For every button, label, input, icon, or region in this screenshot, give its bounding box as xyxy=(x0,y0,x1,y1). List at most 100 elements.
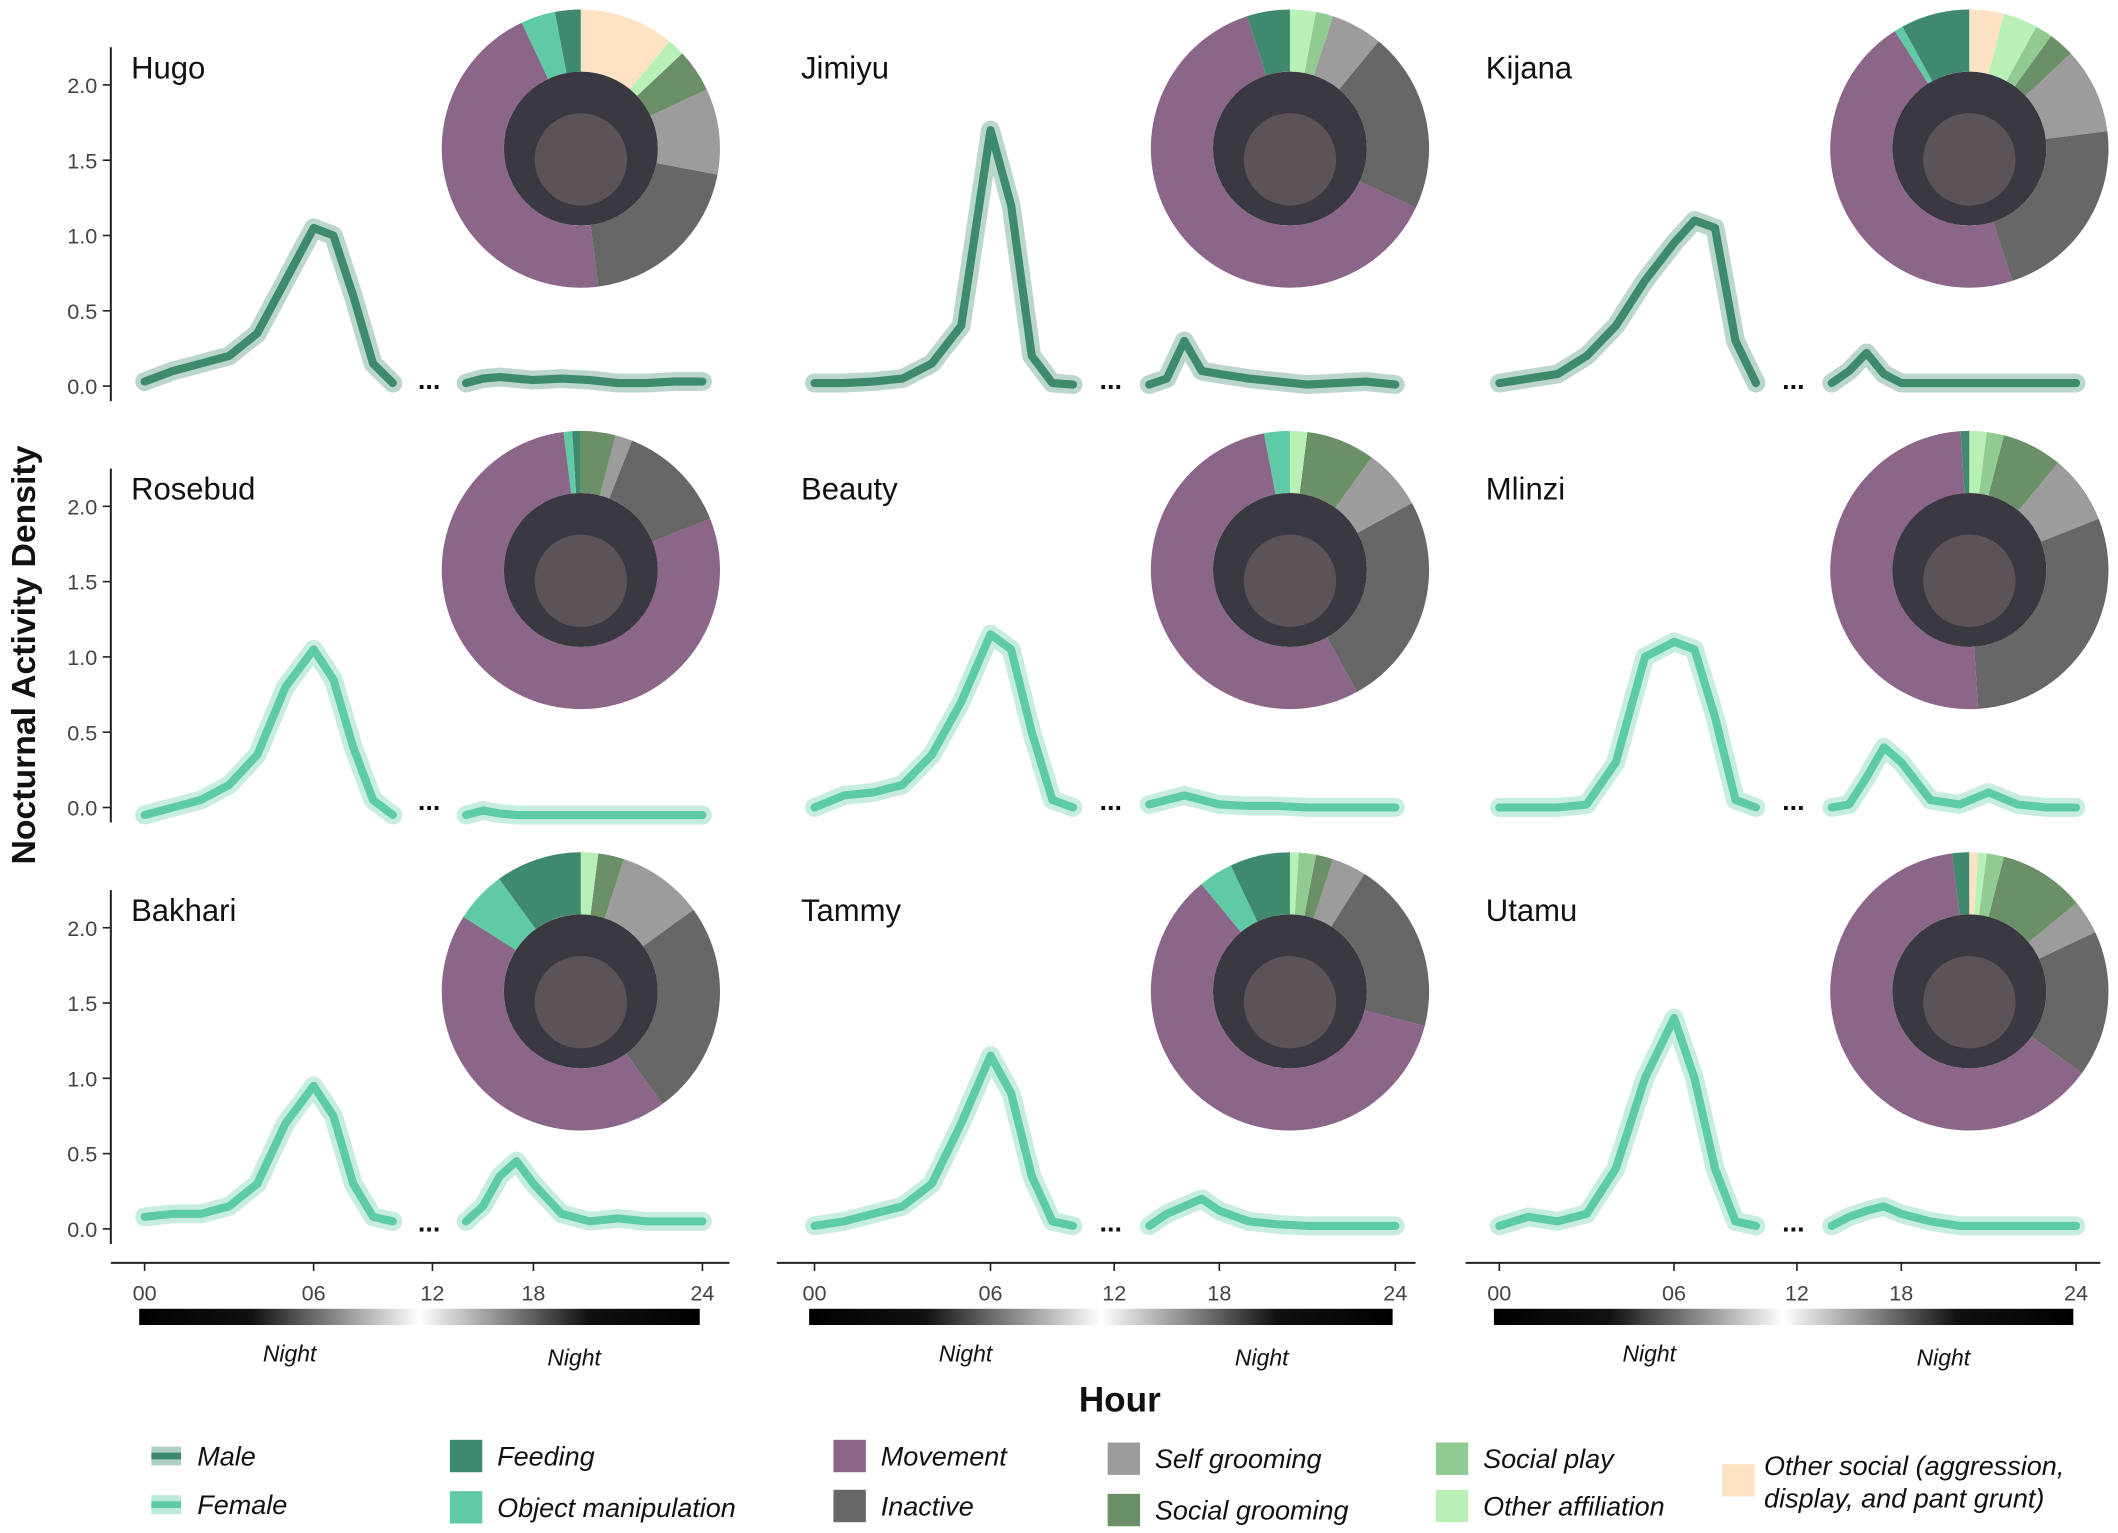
density-line xyxy=(1495,1014,2081,1230)
portrait-face xyxy=(1923,113,2016,206)
legend-label: Inactive xyxy=(881,1491,974,1521)
donut-segment xyxy=(1150,433,1357,710)
legend-swatch xyxy=(1435,1489,1469,1523)
density-line xyxy=(140,223,707,388)
donut-segment xyxy=(572,430,581,494)
density-line xyxy=(140,645,707,820)
panel-title: Rosebud xyxy=(131,472,255,507)
axis-break: ... xyxy=(418,786,441,816)
x-tick-label: 24 xyxy=(2064,1281,2088,1306)
donut-segment xyxy=(1313,16,1379,90)
donut-segment xyxy=(1974,852,1987,916)
donut-segment xyxy=(554,9,581,73)
donut-segment xyxy=(463,878,536,951)
donut-segment xyxy=(580,9,670,90)
portrait-face xyxy=(1243,534,1337,627)
night-bar xyxy=(809,1308,1393,1325)
donut-segment xyxy=(441,916,663,1131)
donut-segment xyxy=(1263,430,1290,495)
donut-segment xyxy=(629,41,683,96)
x-tick-label: 12 xyxy=(1102,1281,1126,1306)
axis-break: ... xyxy=(1099,786,1122,816)
y-tick-label: 0.5 xyxy=(67,720,97,745)
donut-segment xyxy=(441,431,720,710)
y-tick-label: 0.0 xyxy=(67,374,97,399)
donut-segment xyxy=(600,435,633,499)
donut-segment xyxy=(1331,873,1430,1026)
donut-segment xyxy=(1304,854,1333,919)
donut-segment xyxy=(521,11,567,79)
legend-label: Feeding xyxy=(497,1441,595,1471)
night-label: Night xyxy=(1917,1345,1972,1371)
donut-segment xyxy=(1978,853,2004,917)
donut-segment xyxy=(1246,9,1290,76)
x-axis-label: Hour xyxy=(1079,1380,1161,1419)
x-tick-label: 12 xyxy=(1785,1281,1809,1306)
donut-segment xyxy=(1951,852,1970,916)
panel-title: Hugo xyxy=(131,50,205,85)
donut-segment xyxy=(1230,852,1290,922)
axis-break: ... xyxy=(418,1208,441,1238)
donut-segment xyxy=(609,440,711,542)
donut-segment xyxy=(1969,852,1979,915)
donut-segment xyxy=(1830,431,1979,710)
donut-segment xyxy=(2014,36,2071,96)
legend-label: Social grooming xyxy=(1155,1495,1349,1525)
donut-segment xyxy=(1988,435,2059,511)
donut-segment xyxy=(499,852,581,930)
donut-segment xyxy=(590,162,718,287)
legend-swatch xyxy=(1107,1493,1141,1527)
legend-label: Self grooming xyxy=(1155,1444,1322,1474)
y-tick-label: 2.0 xyxy=(67,494,97,519)
density-line xyxy=(810,1051,1400,1230)
donut-segment xyxy=(1289,9,1317,73)
y-tick-label: 0.0 xyxy=(67,1217,97,1242)
axis-break: ... xyxy=(1782,786,1805,816)
legend-label: Other affiliation xyxy=(1483,1491,1665,1521)
donut-segment xyxy=(1335,457,1412,533)
donut-segment xyxy=(650,89,720,175)
legend-label: Social play xyxy=(1483,1444,1615,1474)
density-line xyxy=(810,126,1400,389)
y-tick-label: 2.0 xyxy=(67,73,97,98)
x-tick-label: 12 xyxy=(420,1281,444,1306)
donut-segment xyxy=(1289,430,1308,494)
donut-segment xyxy=(580,852,599,916)
legend-label: Movement xyxy=(881,1441,1009,1471)
donut-segment xyxy=(1993,131,2109,281)
donut-segment xyxy=(1201,865,1258,933)
y-tick-label: 1.0 xyxy=(67,1066,97,1091)
panel-title: Tammy xyxy=(801,893,902,928)
portrait-face xyxy=(534,955,628,1049)
donut-segment xyxy=(563,431,577,494)
axis-break: ... xyxy=(1782,365,1805,395)
density-line xyxy=(810,630,1400,812)
x-tick-label: 06 xyxy=(1662,1281,1686,1306)
legend-label: Male xyxy=(197,1441,256,1471)
donut-segment xyxy=(1902,9,1970,82)
legend-swatch xyxy=(449,1439,483,1473)
donut-segment xyxy=(1313,859,1365,927)
portrait-face xyxy=(1243,955,1337,1049)
donut-segment xyxy=(580,430,616,496)
legend-label: Other social (aggression, display, and p… xyxy=(1764,1451,2065,1515)
donut-segment xyxy=(1960,430,1970,494)
night-label: Night xyxy=(547,1345,602,1371)
night-label: Night xyxy=(1622,1340,1677,1366)
legend-swatch xyxy=(1435,1442,1469,1475)
y-tick-label: 1.5 xyxy=(67,991,97,1016)
donut-segment xyxy=(604,859,694,947)
y-tick-label: 0.5 xyxy=(67,299,97,324)
donut-segment xyxy=(441,22,599,288)
donut-segment xyxy=(1830,31,2013,288)
donut-segment xyxy=(2031,932,2109,1074)
y-tick-label: 2.0 xyxy=(67,916,97,941)
legend-swatch xyxy=(833,1489,866,1523)
panel-title: Kijana xyxy=(1486,50,1573,85)
legend-label-box: Other social (aggression, display, and p… xyxy=(1764,1451,2065,1515)
panel-title: Utamu xyxy=(1486,893,1577,928)
night-label: Night xyxy=(1235,1345,1290,1371)
donut-segment xyxy=(626,909,720,1104)
y-tick-label: 1.0 xyxy=(67,645,97,670)
